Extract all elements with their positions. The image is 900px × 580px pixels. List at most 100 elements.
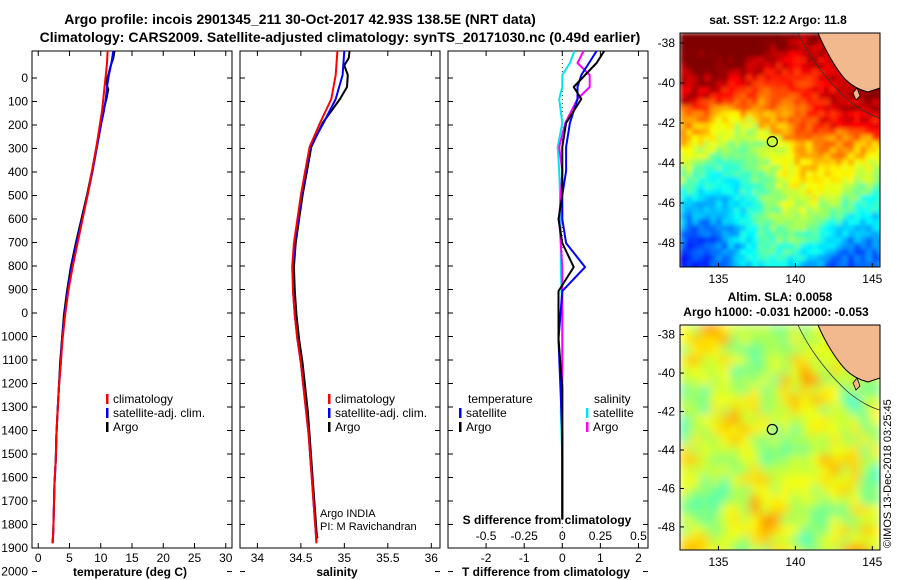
sst-cell <box>800 195 807 202</box>
sst-cell <box>758 201 765 208</box>
sst-cell <box>716 63 723 70</box>
sst-cell <box>842 219 849 226</box>
sst-cell <box>872 171 879 178</box>
sla-cell <box>740 515 751 526</box>
sst-cell <box>812 255 819 262</box>
sst-cell <box>794 135 801 142</box>
sla-cell <box>760 335 771 346</box>
sla-cell <box>850 495 861 506</box>
sst-cell <box>830 111 837 118</box>
sst-cell <box>782 183 789 190</box>
sst-cell <box>764 123 771 130</box>
sst-cell <box>848 171 855 178</box>
argo-india-annotation: Argo INDIA <box>320 508 376 520</box>
sla-cell <box>760 405 771 416</box>
sst-cell <box>692 213 699 220</box>
sst-cell <box>734 183 741 190</box>
sla-cell <box>720 465 731 476</box>
sst-cell <box>866 147 873 154</box>
sst-cell <box>824 201 831 208</box>
sla-cell <box>830 535 841 546</box>
sst-cell <box>866 237 873 244</box>
sst-cell <box>764 81 771 88</box>
sst-cell <box>848 129 855 136</box>
sst-cell <box>806 243 813 250</box>
sst-cell <box>704 153 711 160</box>
sst-cell <box>752 75 759 82</box>
sst-cell <box>704 129 711 136</box>
sst-cell <box>746 123 753 130</box>
sst-cell <box>722 57 729 64</box>
sla-cell <box>820 465 831 476</box>
sst-cell <box>800 219 807 226</box>
sla-shelf-contour <box>797 325 880 411</box>
sst-cell <box>860 147 867 154</box>
sst-cell <box>734 135 741 142</box>
sst-cell <box>824 135 831 142</box>
sst-cell <box>830 75 837 82</box>
sst-cell <box>824 141 831 148</box>
sst-cell <box>860 129 867 136</box>
sst-cell <box>734 243 741 250</box>
sst-cell <box>872 237 879 244</box>
sst-cell <box>842 123 849 130</box>
sst-cell <box>818 171 825 178</box>
sst-cell <box>800 129 807 136</box>
sst-cell <box>770 99 777 106</box>
sst-cell <box>794 147 801 154</box>
sst-cell <box>698 81 705 88</box>
sst-cell <box>824 225 831 232</box>
sst-cell <box>818 69 825 76</box>
sst-cell <box>752 237 759 244</box>
sla-cell <box>740 485 751 496</box>
sst-cell <box>692 171 699 178</box>
sst-cell <box>782 51 789 58</box>
sst-cell <box>722 255 729 262</box>
sst-cell <box>866 195 873 202</box>
sst-cell <box>758 129 765 136</box>
sla-cell <box>780 365 791 376</box>
sla-cell <box>840 495 851 506</box>
sst-cell <box>848 237 855 244</box>
sst-cell <box>698 159 705 166</box>
sst-cell <box>764 51 771 58</box>
sst-cell <box>698 177 705 184</box>
sst-cell <box>860 93 867 100</box>
sla-cell <box>690 535 701 546</box>
depth-tick-label: 1200 <box>1 377 28 391</box>
sst-cell <box>782 189 789 196</box>
sst-cell <box>764 219 771 226</box>
s-difference-tick-label: 0.25 <box>589 529 613 543</box>
sla-cell <box>870 545 880 550</box>
sla-map-axes: 135 140 145-38-40-42-44-46-48 <box>658 328 883 569</box>
sst-cell <box>812 195 819 202</box>
sla-cell <box>790 445 801 456</box>
sst-cell <box>692 243 699 250</box>
sst-cell <box>842 141 849 148</box>
sla-cell <box>690 375 701 386</box>
sst-cell <box>776 81 783 88</box>
sst-cell <box>782 63 789 70</box>
sla-cell <box>770 535 781 546</box>
sst-cell <box>812 213 819 220</box>
sst-cell <box>854 105 861 112</box>
sst-cell <box>752 153 759 160</box>
sst-cell <box>854 207 861 214</box>
sst-cell <box>728 261 735 267</box>
sst-cell <box>722 231 729 238</box>
sst-cell <box>758 39 765 46</box>
x-tick-label: 10 <box>94 551 108 565</box>
sla-cell <box>800 465 811 476</box>
sst-cell <box>722 105 729 112</box>
sst-cell <box>818 207 825 214</box>
sst-cell <box>758 231 765 238</box>
sst-cell <box>800 33 807 40</box>
t-difference-xlabel: T difference from climatology <box>462 565 630 579</box>
sla-cell <box>800 335 811 346</box>
sla-cell <box>780 465 791 476</box>
sla-cell <box>750 415 761 426</box>
sla-cell <box>700 435 711 446</box>
sst-cell <box>782 105 789 112</box>
sst-cell <box>794 129 801 136</box>
